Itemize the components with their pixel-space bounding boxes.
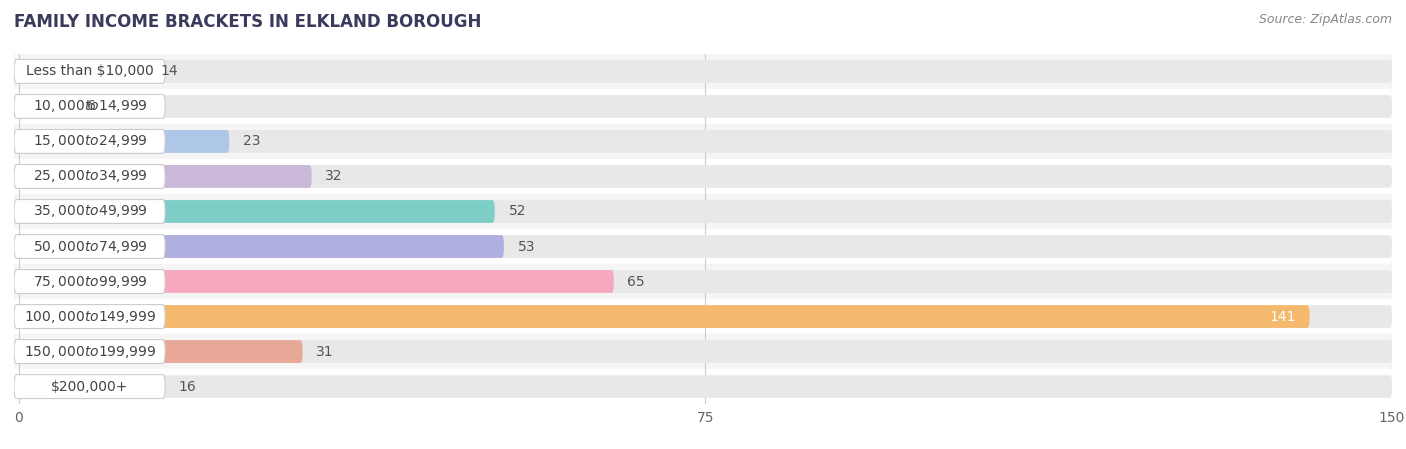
FancyBboxPatch shape [18, 375, 1392, 398]
Bar [14, 54, 1392, 89]
Bar [14, 229, 1392, 264]
FancyBboxPatch shape [18, 270, 614, 293]
Text: $100,000 to $149,999: $100,000 to $149,999 [24, 308, 156, 325]
FancyBboxPatch shape [14, 339, 165, 364]
FancyBboxPatch shape [18, 60, 1392, 83]
Text: 53: 53 [517, 239, 536, 254]
FancyBboxPatch shape [18, 340, 1392, 363]
FancyBboxPatch shape [18, 130, 229, 153]
FancyBboxPatch shape [14, 129, 165, 154]
FancyBboxPatch shape [14, 94, 165, 119]
Text: $35,000 to $49,999: $35,000 to $49,999 [32, 203, 148, 220]
FancyBboxPatch shape [18, 200, 1392, 223]
Text: $75,000 to $99,999: $75,000 to $99,999 [32, 273, 148, 290]
Text: Less than $10,000: Less than $10,000 [27, 64, 153, 79]
FancyBboxPatch shape [18, 305, 1309, 328]
FancyBboxPatch shape [14, 199, 165, 224]
Text: FAMILY INCOME BRACKETS IN ELKLAND BOROUGH: FAMILY INCOME BRACKETS IN ELKLAND BOROUG… [14, 13, 481, 31]
FancyBboxPatch shape [18, 60, 146, 83]
FancyBboxPatch shape [18, 95, 73, 118]
FancyBboxPatch shape [18, 95, 1392, 118]
Text: $50,000 to $74,999: $50,000 to $74,999 [32, 238, 148, 255]
Text: 65: 65 [627, 274, 645, 289]
Bar [14, 89, 1392, 124]
FancyBboxPatch shape [18, 270, 1392, 293]
Text: 32: 32 [325, 169, 343, 184]
FancyBboxPatch shape [14, 59, 165, 84]
FancyBboxPatch shape [14, 164, 165, 189]
FancyBboxPatch shape [18, 305, 1392, 328]
FancyBboxPatch shape [18, 130, 1392, 153]
Text: Source: ZipAtlas.com: Source: ZipAtlas.com [1258, 13, 1392, 26]
FancyBboxPatch shape [18, 165, 1392, 188]
Bar [14, 369, 1392, 404]
Text: $200,000+: $200,000+ [52, 379, 129, 394]
FancyBboxPatch shape [14, 269, 165, 294]
Bar [14, 334, 1392, 369]
FancyBboxPatch shape [14, 374, 165, 399]
Text: 52: 52 [509, 204, 526, 219]
FancyBboxPatch shape [14, 304, 165, 329]
Text: $10,000 to $14,999: $10,000 to $14,999 [32, 98, 148, 114]
Text: $25,000 to $34,999: $25,000 to $34,999 [32, 168, 148, 185]
Text: 23: 23 [243, 134, 260, 149]
FancyBboxPatch shape [18, 235, 1392, 258]
FancyBboxPatch shape [18, 165, 312, 188]
Bar [14, 194, 1392, 229]
Text: 31: 31 [316, 344, 333, 359]
Text: 14: 14 [160, 64, 179, 79]
Bar [14, 159, 1392, 194]
Text: $150,000 to $199,999: $150,000 to $199,999 [24, 343, 156, 360]
Text: 6: 6 [87, 99, 96, 114]
FancyBboxPatch shape [18, 200, 495, 223]
Text: $15,000 to $24,999: $15,000 to $24,999 [32, 133, 148, 150]
Text: 16: 16 [179, 379, 197, 394]
FancyBboxPatch shape [14, 234, 165, 259]
FancyBboxPatch shape [18, 235, 503, 258]
FancyBboxPatch shape [18, 375, 165, 398]
Text: 141: 141 [1270, 309, 1296, 324]
Bar [14, 299, 1392, 334]
Bar [14, 124, 1392, 159]
FancyBboxPatch shape [18, 340, 302, 363]
Bar [14, 264, 1392, 299]
